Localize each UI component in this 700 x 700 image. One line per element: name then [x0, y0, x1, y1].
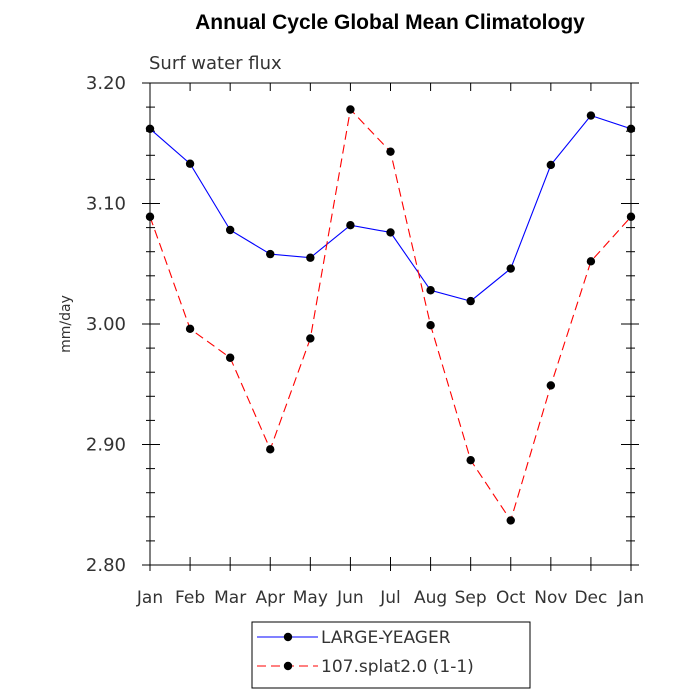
- data-point: [586, 257, 596, 266]
- y-tick-label: 2.80: [86, 555, 126, 576]
- x-tick-label: Dec: [574, 588, 607, 608]
- series-layer: [145, 105, 636, 525]
- x-tick-label: Jan: [617, 588, 644, 608]
- legend-label: LARGE-YEAGER: [321, 628, 451, 648]
- y-tick-label: 3.10: [86, 194, 126, 215]
- x-tick-label: Mar: [214, 588, 246, 608]
- data-point: [266, 445, 275, 454]
- data-point: [506, 264, 515, 273]
- data-point: [306, 334, 315, 343]
- y-tick-label: 3.20: [86, 73, 126, 94]
- data-point: [306, 253, 315, 262]
- legend-marker: [283, 661, 293, 671]
- chart-subtitle: Surf water flux: [149, 53, 282, 74]
- data-point: [546, 160, 556, 170]
- x-tick-label: Nov: [534, 588, 567, 608]
- axis-ticks: Jan Feb Mar Apr May Jun Jul Aug Sep Oct Nov Dec Jan 2…: [86, 73, 644, 608]
- legend: LARGE-YEAGER 107.splat2.0 (1-1): [251, 621, 531, 689]
- data-point: [225, 353, 235, 362]
- x-tick-label: Sep: [455, 588, 487, 608]
- y-axis-title: mm/day: [58, 295, 74, 353]
- x-tick-label: Jan: [136, 588, 163, 608]
- data-point: [586, 111, 596, 120]
- legend-marker: [283, 632, 293, 642]
- x-tick-label: Aug: [414, 588, 447, 608]
- data-point: [426, 286, 435, 295]
- x-tick-label: Jul: [379, 588, 401, 608]
- data-point: [225, 225, 235, 235]
- data-point: [466, 296, 475, 306]
- x-tick-label: Oct: [496, 588, 526, 608]
- data-point: [426, 321, 435, 330]
- x-tick-label: May: [293, 588, 328, 608]
- data-point: [506, 516, 515, 525]
- data-point: [346, 220, 355, 230]
- plot-frame: [149, 82, 632, 566]
- data-point: [466, 455, 475, 465]
- x-tick-label: Feb: [175, 588, 205, 608]
- data-point: [386, 147, 395, 156]
- y-tick-label: 2.90: [86, 435, 126, 456]
- series-line-1: [149, 108, 632, 522]
- data-point: [546, 381, 556, 390]
- data-point: [185, 324, 195, 334]
- chart-title: Annual Cycle Global Mean Climatology: [195, 11, 585, 34]
- data-point: [185, 159, 195, 168]
- legend-box: [251, 621, 531, 689]
- x-tick-label: Apr: [256, 588, 285, 608]
- legend-label: 107.splat2.0 (1-1): [321, 657, 474, 677]
- x-tick-label: Jun: [336, 588, 364, 608]
- series-line-0: [149, 114, 632, 302]
- data-point: [346, 105, 355, 114]
- y-tick-label: 3.00: [86, 314, 126, 335]
- data-point: [266, 249, 275, 259]
- data-point: [386, 228, 395, 237]
